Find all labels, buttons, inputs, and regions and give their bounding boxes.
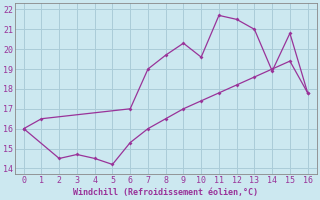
X-axis label: Windchill (Refroidissement éolien,°C): Windchill (Refroidissement éolien,°C) — [73, 188, 258, 197]
